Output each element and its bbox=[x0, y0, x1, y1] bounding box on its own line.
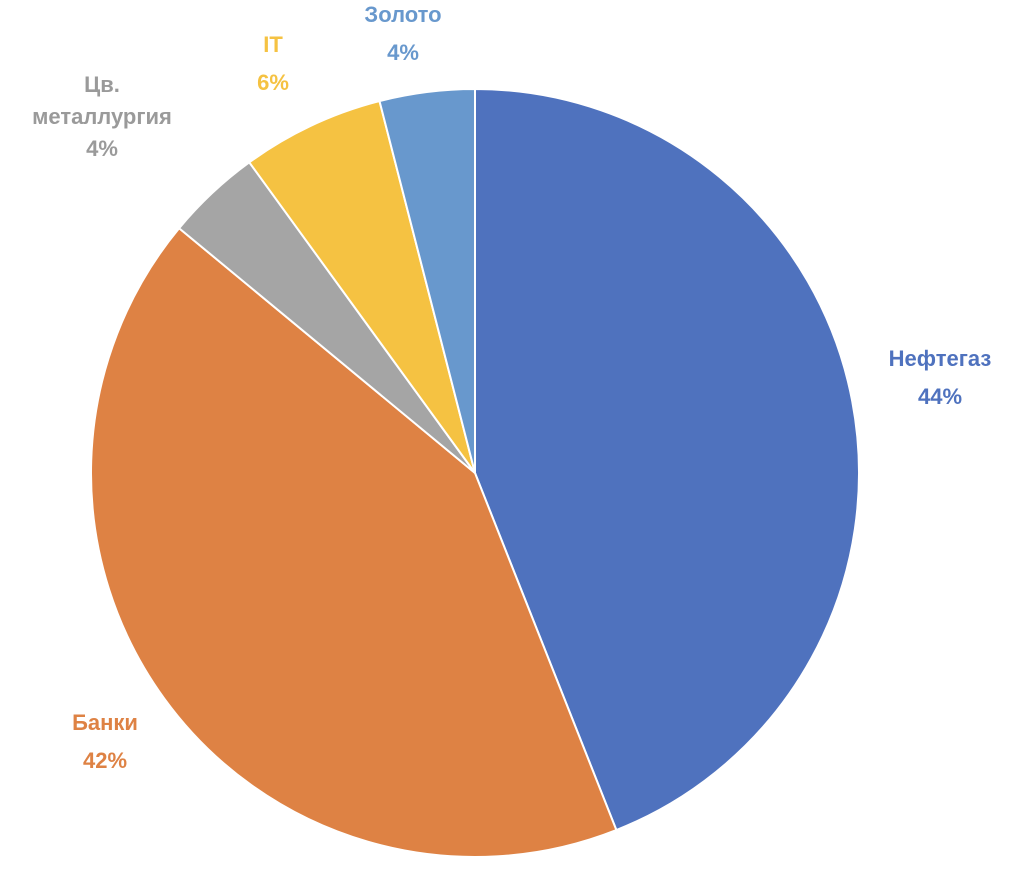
data-label-category: IT bbox=[263, 32, 283, 57]
data-label-category: Золото bbox=[364, 2, 441, 27]
data-label-value: 4% bbox=[86, 136, 118, 161]
pie-slice-it bbox=[247, 99, 476, 474]
data-label-value: 44% bbox=[918, 384, 962, 409]
data-label-category: Банки bbox=[72, 710, 138, 735]
data-label-цв-металлургия: Цв. металлургия 4% bbox=[32, 72, 172, 161]
pie-data-labels: Нефтегаз 44% Банки 42% Цв. металлургия 4% IT 6% З… bbox=[32, 2, 991, 773]
pie-slice-банки bbox=[90, 226, 618, 858]
data-label-value: 4% bbox=[387, 40, 419, 65]
data-label-золото: Золото 4% bbox=[364, 2, 441, 65]
data-label-value: 6% bbox=[257, 70, 289, 95]
data-label-category: Цв. bbox=[84, 72, 120, 97]
pie-slice-нефтегаз bbox=[474, 87, 860, 832]
data-label-value: 42% bbox=[83, 748, 127, 773]
data-label-it: IT 6% bbox=[257, 32, 289, 95]
pie-slices bbox=[90, 87, 860, 858]
pie-slice-золото bbox=[378, 87, 476, 474]
data-label-category: металлургия bbox=[32, 104, 172, 129]
data-label-нефтегаз: Нефтегаз 44% bbox=[889, 346, 992, 409]
data-label-category: Нефтегаз bbox=[889, 346, 992, 371]
data-label-банки: Банки 42% bbox=[72, 710, 138, 773]
